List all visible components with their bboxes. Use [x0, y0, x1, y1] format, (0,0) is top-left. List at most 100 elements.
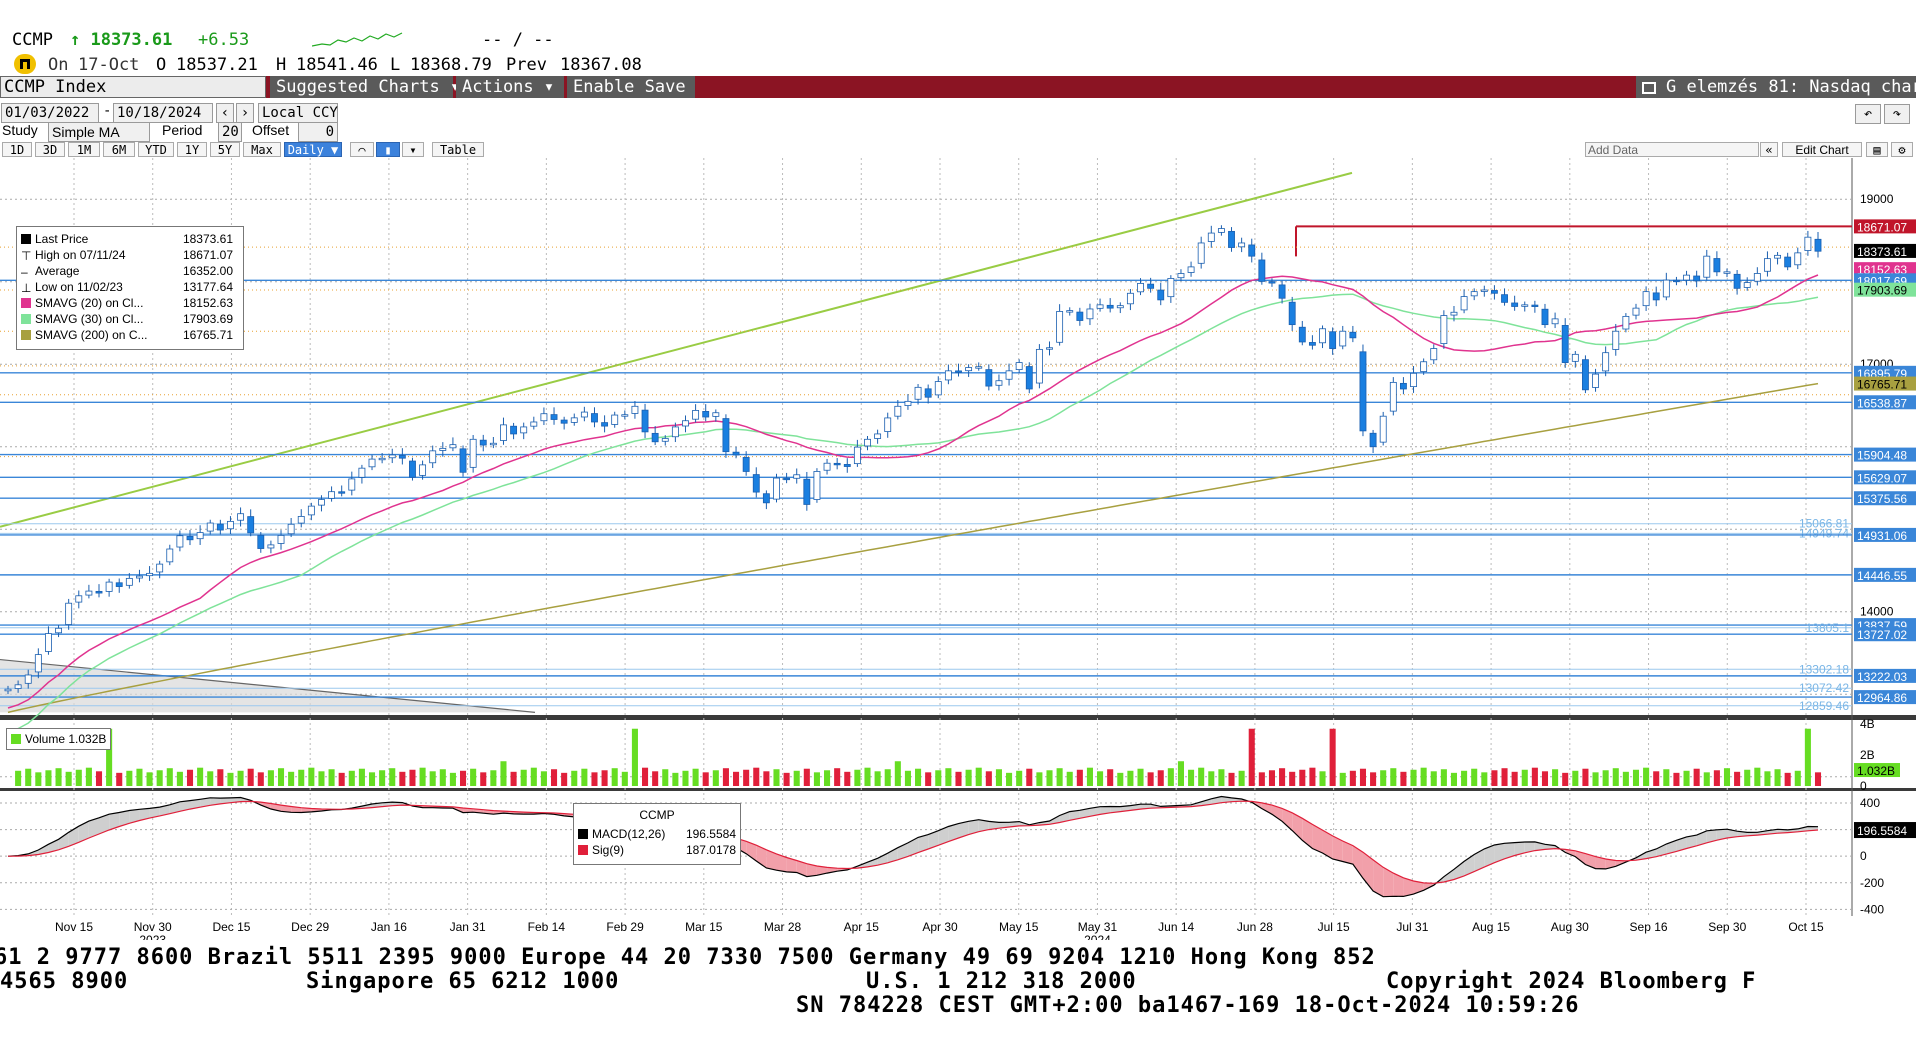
range-ytd-button[interactable]: YTD [138, 142, 174, 157]
candle-body [1723, 271, 1731, 274]
candle-body [752, 474, 760, 493]
gear-icon[interactable]: ⚙ [1891, 142, 1913, 157]
volume-bar [1461, 770, 1468, 786]
volume-bar [824, 770, 831, 786]
line-style-icon[interactable]: ⌒ [350, 142, 374, 157]
range-6m-button[interactable]: 6M [103, 142, 135, 157]
high-marker-icon: ⊤ [21, 249, 32, 263]
candle-body [1015, 362, 1023, 370]
faint-level-label: 14949.74 [1799, 526, 1849, 540]
volume-legend[interactable]: Volume 1.032B [6, 728, 112, 750]
volume-bar [540, 771, 547, 786]
volume-bar [672, 772, 679, 786]
candle-body [722, 418, 730, 453]
macd-fill [887, 847, 898, 863]
range-1d-button[interactable]: 1D [2, 142, 32, 157]
actions-button[interactable]: Actions ▾ [456, 76, 564, 98]
range-1m-button[interactable]: 1M [68, 142, 100, 157]
volume-bar [1784, 772, 1791, 786]
candle-body [500, 424, 507, 441]
macd-legend[interactable]: CCMP MACD(12,26) 196.5584 Sig(9) 187.0178 [573, 803, 741, 865]
suggested-charts-button[interactable]: Suggested Charts ▾ [270, 76, 460, 98]
volume-bar [915, 768, 922, 786]
offset-input[interactable]: 0 [298, 122, 338, 142]
redo-icon[interactable]: ↷ [1884, 104, 1910, 124]
candle-body [1753, 273, 1761, 282]
footer-line-3: SN 784228 CEST GMT+2:00 ba1467-169 18-Oc… [796, 993, 1580, 1018]
volume-bar [1006, 772, 1013, 786]
chart-settings-icon[interactable]: ▤ [1866, 142, 1888, 157]
x-tick-label: Sep 30 [1708, 920, 1746, 934]
next-period-button[interactable]: › [236, 103, 254, 123]
range-5y-button[interactable]: 5Y [210, 142, 240, 157]
candle-body [864, 438, 871, 447]
volume-bar [1370, 772, 1377, 786]
candle-body [1399, 382, 1407, 390]
range-3d-button[interactable]: 3D [35, 142, 65, 157]
candle-body [1420, 361, 1428, 372]
security-field[interactable]: CCMP Index [0, 76, 266, 98]
volume-bar [328, 769, 335, 786]
volume-tag-label: 1.032B [1857, 764, 1895, 778]
candle-body [1592, 373, 1599, 388]
level-tag [1854, 219, 1916, 234]
candle-body [1025, 366, 1033, 390]
macd-fill [988, 821, 999, 830]
range-max-button[interactable]: Max [243, 142, 281, 157]
add-data-input[interactable]: Add Data [1585, 142, 1759, 157]
volume-bar [551, 769, 558, 786]
end-date-input[interactable]: 10/18/2024 [113, 103, 213, 123]
volume-bar [1420, 767, 1427, 786]
candle-body [237, 513, 245, 521]
enable-save-button[interactable]: Enable Save [567, 76, 695, 98]
candle-body [469, 438, 477, 468]
volume-bar [1794, 770, 1801, 786]
range-1y-button[interactable]: 1Y [177, 142, 207, 157]
candle-body [348, 478, 356, 491]
volume-bar [783, 772, 790, 786]
candle-body [1329, 331, 1337, 349]
volume-bar [601, 770, 608, 786]
edit-chart-button[interactable]: Edit Chart [1782, 142, 1862, 157]
candle-body [641, 409, 649, 433]
candle-body [65, 602, 73, 625]
candle-style-icon[interactable]: ▮ [376, 142, 400, 157]
volume-swatch [11, 734, 21, 744]
chart-title-button[interactable]: G elemzés 81: Nasdaq chart [1636, 76, 1916, 98]
style-dropdown-icon[interactable]: ▾ [402, 142, 424, 157]
candle-body [661, 438, 669, 442]
undo-icon[interactable]: ↶ [1855, 104, 1881, 124]
price-legend[interactable]: Last Price 18373.61 ⊤ High on 07/11/24 1867… [16, 226, 244, 350]
open-value: 18537.21 [176, 55, 258, 75]
x-tick-label: Jan 16 [371, 920, 407, 934]
candle-body [874, 433, 882, 439]
volume-bar [611, 768, 618, 786]
footer-line-1: 61 2 9777 8600 Brazil 5511 2395 9000 Eur… [0, 945, 1376, 970]
x-tick-label: Feb 29 [606, 920, 644, 934]
interval-select[interactable]: Daily ▼ [284, 142, 342, 157]
macd-fill [1302, 818, 1313, 849]
faint-level-label: 13805.1 [1806, 621, 1850, 635]
candle-body [409, 460, 416, 478]
prev-period-button[interactable]: ‹ [216, 103, 234, 123]
table-button[interactable]: Table [432, 142, 484, 157]
volume-bar [15, 770, 22, 786]
collapse-icon[interactable]: « [1760, 142, 1778, 157]
legend-row-sma20: SMAVG (20) on Cl... 18152.63 [21, 295, 239, 311]
study-select[interactable]: Simple MA [48, 122, 150, 142]
signal-line [7, 800, 1819, 884]
alert-icon[interactable] [14, 54, 36, 74]
low-label: L [390, 55, 401, 75]
period-input[interactable]: 20 [218, 122, 242, 142]
legend-label: Average [35, 264, 80, 278]
start-date-input[interactable]: 01/03/2022 [1, 103, 99, 123]
macd-fill [179, 800, 191, 812]
legend-row-sma30: SMAVG (30) on Cl... 17903.69 [21, 311, 239, 327]
currency-select[interactable]: Local CCY [258, 103, 338, 123]
macd-fill [1089, 806, 1101, 817]
candle-body [368, 458, 376, 468]
macd-fill [1312, 824, 1323, 853]
candle-body [560, 419, 568, 424]
volume-bar [955, 771, 962, 786]
